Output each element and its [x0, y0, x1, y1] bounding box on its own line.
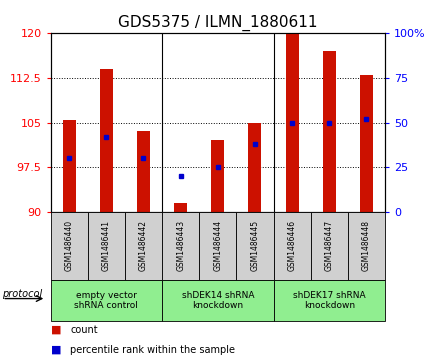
Bar	[286, 33, 299, 212]
Bar	[323, 51, 336, 212]
Bar	[211, 140, 224, 212]
Text: ■: ■	[51, 325, 61, 335]
Title: GDS5375 / ILMN_1880611: GDS5375 / ILMN_1880611	[118, 15, 318, 31]
Text: empty vector
shRNA control: empty vector shRNA control	[74, 291, 138, 310]
Text: GSM1486448: GSM1486448	[362, 220, 371, 272]
Text: ■: ■	[51, 345, 61, 355]
Text: count: count	[70, 325, 98, 335]
Bar	[62, 119, 76, 212]
Text: GSM1486445: GSM1486445	[250, 220, 260, 272]
Text: GSM1486440: GSM1486440	[65, 220, 73, 272]
Bar	[249, 123, 261, 212]
Text: GSM1486442: GSM1486442	[139, 220, 148, 272]
Text: GSM1486446: GSM1486446	[288, 220, 297, 272]
Text: protocol: protocol	[2, 289, 42, 299]
Text: percentile rank within the sample: percentile rank within the sample	[70, 345, 235, 355]
Bar	[360, 75, 373, 212]
Text: shDEK17 shRNA
knockdown: shDEK17 shRNA knockdown	[293, 291, 366, 310]
Text: GSM1486443: GSM1486443	[176, 220, 185, 272]
Text: GSM1486441: GSM1486441	[102, 220, 111, 272]
Bar	[100, 69, 113, 212]
Bar	[174, 203, 187, 212]
Text: shDEK14 shRNA
knockdown: shDEK14 shRNA knockdown	[182, 291, 254, 310]
Text: GSM1486444: GSM1486444	[213, 220, 222, 272]
Text: GSM1486447: GSM1486447	[325, 220, 334, 272]
Bar	[137, 131, 150, 212]
